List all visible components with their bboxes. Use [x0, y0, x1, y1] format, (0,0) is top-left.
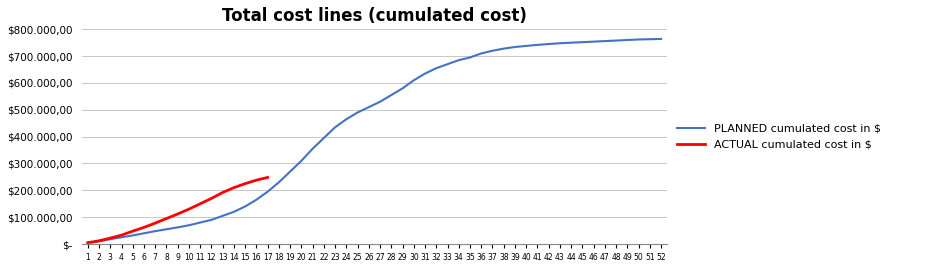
- ACTUAL cumulated cost in $: [194, 202, 206, 205]
- ACTUAL cumulated cost in $: [94, 239, 105, 242]
- Line: ACTUAL cumulated cost in $: ACTUAL cumulated cost in $: [88, 178, 268, 243]
- PLANNED cumulated cost in $: [431, 67, 442, 70]
- Line: PLANNED cumulated cost in $: PLANNED cumulated cost in $: [88, 39, 661, 243]
- ACTUAL cumulated cost in $: [150, 221, 161, 225]
- ACTUAL cumulated cost in $: [217, 191, 228, 194]
- ACTUAL cumulated cost in $: [161, 217, 172, 220]
- ACTUAL cumulated cost in $: [229, 186, 240, 189]
- ACTUAL cumulated cost in $: [105, 236, 116, 240]
- ACTUAL cumulated cost in $: [240, 182, 251, 185]
- ACTUAL cumulated cost in $: [262, 176, 273, 179]
- ACTUAL cumulated cost in $: [116, 233, 127, 237]
- PLANNED cumulated cost in $: [453, 59, 464, 62]
- PLANNED cumulated cost in $: [82, 241, 94, 244]
- PLANNED cumulated cost in $: [610, 39, 621, 42]
- PLANNED cumulated cost in $: [284, 170, 295, 173]
- PLANNED cumulated cost in $: [127, 234, 138, 237]
- Legend: PLANNED cumulated cost in $, ACTUAL cumulated cost in $: PLANNED cumulated cost in $, ACTUAL cumu…: [672, 119, 885, 154]
- ACTUAL cumulated cost in $: [82, 241, 94, 244]
- ACTUAL cumulated cost in $: [183, 207, 194, 211]
- PLANNED cumulated cost in $: [656, 37, 667, 41]
- Title: Total cost lines (cumulated cost): Total cost lines (cumulated cost): [222, 7, 527, 25]
- ACTUAL cumulated cost in $: [206, 197, 217, 200]
- PLANNED cumulated cost in $: [352, 111, 363, 114]
- ACTUAL cumulated cost in $: [139, 226, 150, 229]
- ACTUAL cumulated cost in $: [251, 179, 262, 182]
- ACTUAL cumulated cost in $: [172, 212, 183, 215]
- ACTUAL cumulated cost in $: [127, 229, 138, 233]
